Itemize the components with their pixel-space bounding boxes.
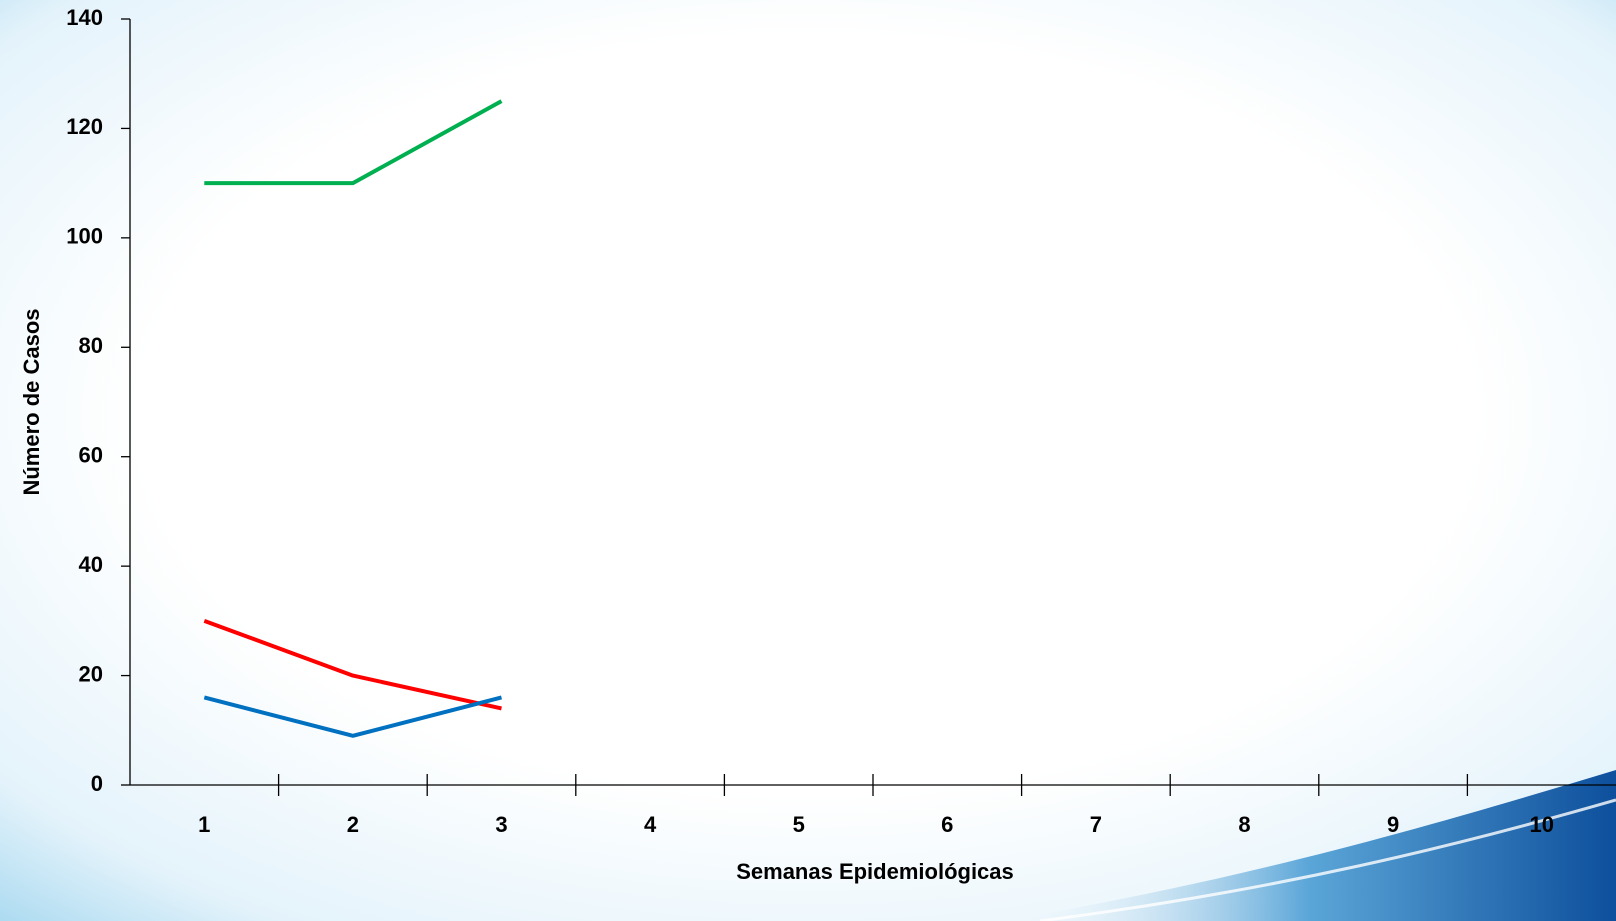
x-tick-label: 3 [495, 812, 507, 837]
x-tick-label: 5 [793, 812, 805, 837]
y-tick-label: 100 [66, 224, 103, 249]
series-line [204, 99, 503, 186]
x-tick-label: 6 [941, 812, 953, 837]
x-tick-label: 10 [1529, 812, 1553, 837]
y-tick-label: 120 [66, 114, 103, 139]
x-axis-title: Semanas Epidemiológicas [736, 859, 1014, 884]
y-tick-label: 20 [79, 661, 103, 686]
decorative-swoosh-highlight [1039, 798, 1616, 921]
y-axis-title: Número de Casos [19, 308, 44, 495]
series-line [203, 618, 502, 711]
y-tick-label: 140 [66, 5, 103, 30]
y-tick-label: 80 [79, 333, 103, 358]
x-tick-label: 7 [1090, 812, 1102, 837]
x-tick-label: 2 [347, 812, 359, 837]
x-tick-label: 8 [1238, 812, 1250, 837]
decorative-swoosh [1000, 770, 1616, 921]
y-tick-label: 0 [91, 771, 103, 796]
series-line [203, 695, 502, 738]
y-tick-label: 60 [79, 443, 103, 468]
y-tick-label: 40 [79, 552, 103, 577]
x-tick-label: 4 [644, 812, 657, 837]
x-tick-label: 1 [198, 812, 210, 837]
x-tick-label: 9 [1387, 812, 1399, 837]
